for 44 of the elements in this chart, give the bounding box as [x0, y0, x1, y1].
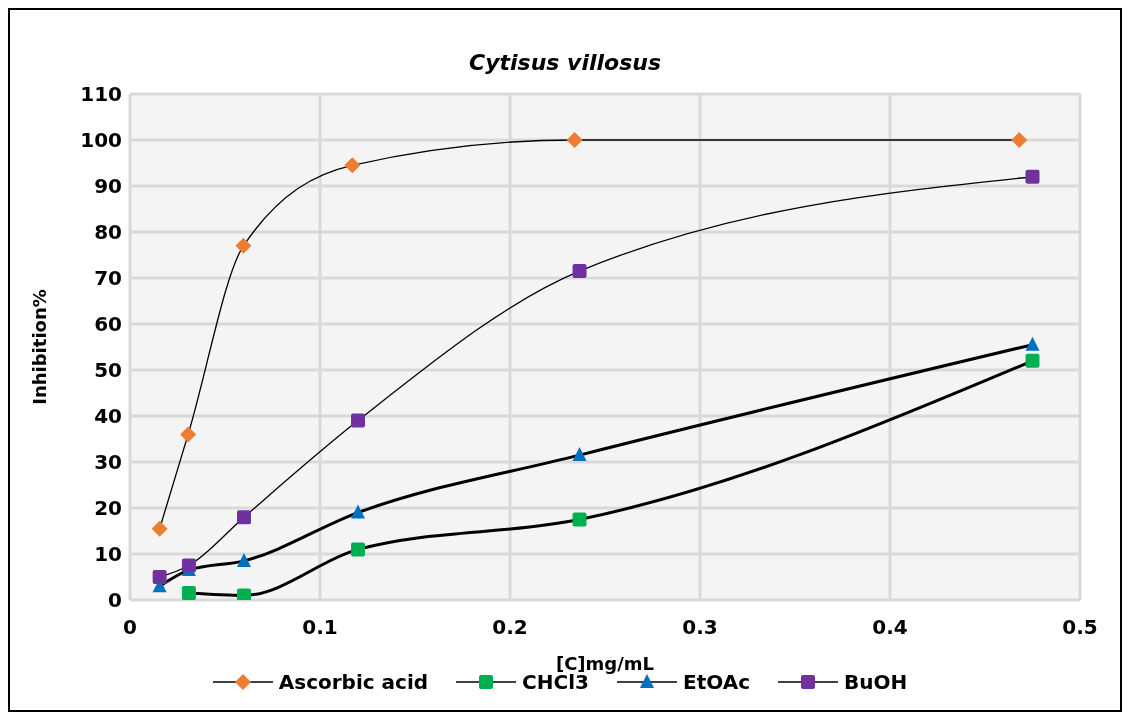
y-tick-label: 60 — [94, 312, 122, 337]
chart-title: Cytisus villosus — [468, 50, 662, 77]
y-tick-label: 70 — [94, 266, 122, 291]
point — [181, 586, 196, 600]
x-tick-label: 0.5 — [1062, 615, 1098, 640]
y-tick-label: 30 — [94, 450, 122, 475]
y-tick-label: 40 — [94, 404, 122, 429]
y-tick-label: 0 — [108, 588, 122, 613]
y-tick-label: 10 — [94, 542, 122, 567]
x-tick-label: 0.4 — [872, 615, 908, 640]
point — [1025, 336, 1040, 351]
y-tick-label: 80 — [94, 220, 122, 245]
point — [572, 447, 587, 462]
point — [152, 570, 167, 584]
point — [351, 542, 365, 557]
y-tick-label: 50 — [94, 358, 122, 383]
point — [237, 588, 251, 600]
point — [235, 237, 252, 254]
x-tick-label: 0.1 — [302, 615, 338, 640]
y-axis-title: Inhibition% — [29, 289, 51, 405]
point — [237, 552, 251, 567]
y-tick-label: 90 — [94, 174, 122, 199]
point — [1025, 353, 1040, 368]
point — [151, 520, 168, 537]
y-tick-label: 100 — [80, 128, 122, 153]
x-tick-label: 0.2 — [492, 615, 528, 640]
point — [351, 504, 365, 519]
x-tick-label: 0.3 — [682, 615, 718, 640]
legend-label: EtOAc — [682, 670, 751, 694]
point — [1011, 132, 1028, 148]
point — [237, 510, 251, 525]
point — [181, 558, 196, 573]
point — [180, 426, 197, 443]
point — [572, 512, 587, 527]
point — [1025, 169, 1040, 184]
y-tick-label: 110 — [80, 82, 122, 107]
point — [566, 132, 583, 148]
x-axis-title: [C]mg/mL — [555, 653, 655, 674]
point — [572, 264, 587, 279]
point — [344, 157, 361, 174]
y-tick-label: 20 — [94, 496, 122, 521]
legend-label: Ascorbic acid — [278, 670, 429, 694]
point — [351, 413, 365, 428]
legend-label: BuOH — [844, 670, 908, 694]
